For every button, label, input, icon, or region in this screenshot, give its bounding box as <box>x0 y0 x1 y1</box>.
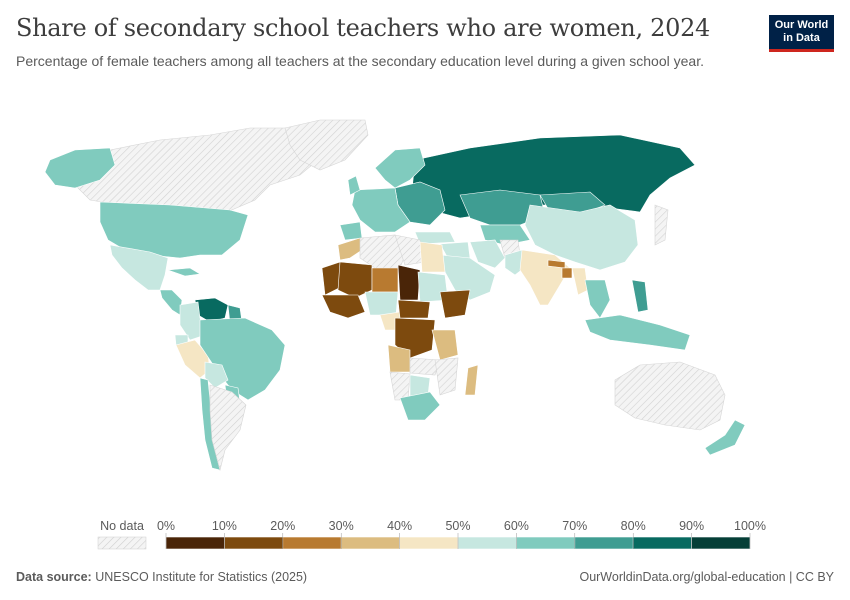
source-link[interactable]: OurWorldinData.org/global-education | CC… <box>579 570 834 584</box>
legend-bin-9 <box>691 536 751 550</box>
region-mozambique[interactable] <box>434 357 459 396</box>
region-spain[interactable] <box>339 221 363 241</box>
region-zambia[interactable] <box>409 357 441 376</box>
region-brazil[interactable] <box>199 317 286 401</box>
legend-tick-label: 40% <box>387 519 412 533</box>
region-southeast-asia[interactable] <box>584 279 611 319</box>
legend-bin-2 <box>282 536 342 550</box>
legend-tick-label: 80% <box>621 519 646 533</box>
region-china[interactable] <box>524 204 639 271</box>
logo-line-2: in Data <box>783 32 820 44</box>
data-source-text: UNESCO Institute for Statistics (2025) <box>95 570 308 584</box>
world-map <box>44 119 746 472</box>
region-niger[interactable] <box>371 267 399 293</box>
region-australia[interactable] <box>614 361 726 431</box>
legend-bin-0 <box>165 536 225 550</box>
region-namibia[interactable] <box>389 371 411 401</box>
legend-tick-label: 60% <box>504 519 529 533</box>
data-source: Data source: UNESCO Institute for Statis… <box>16 570 307 584</box>
color-legend: No data 0% 10% 20% 30% 40% 50% 60% 70% 80% 90% 100… <box>97 519 766 550</box>
region-united-states[interactable] <box>99 201 249 259</box>
legend-tick-label: 100% <box>734 519 766 533</box>
legend-bin-3 <box>340 536 400 550</box>
region-greenland[interactable] <box>284 119 369 171</box>
legend-tick-label: 90% <box>679 519 704 533</box>
region-egypt[interactable] <box>419 241 446 273</box>
region-bangladesh[interactable] <box>561 267 573 279</box>
region-argentina[interactable] <box>209 384 247 472</box>
region-scandinavia[interactable] <box>374 147 426 189</box>
region-ethiopia[interactable] <box>439 289 471 319</box>
region-central-african-republic[interactable] <box>397 299 431 319</box>
logo-line-1: Our World <box>774 19 829 31</box>
region-morocco[interactable] <box>337 237 363 261</box>
region-bolivia[interactable] <box>204 361 229 389</box>
region-madagascar[interactable] <box>464 364 479 396</box>
region-mexico[interactable] <box>109 244 169 291</box>
region-west-africa-coast[interactable] <box>321 294 366 319</box>
region-iran[interactable] <box>469 239 506 269</box>
legend-no-data-swatch <box>97 536 147 550</box>
region-new-zealand[interactable] <box>704 419 746 456</box>
chart-title: Share of secondary school teachers who a… <box>16 14 711 42</box>
region-japan[interactable] <box>654 204 669 246</box>
region-central-europe[interactable] <box>351 187 411 233</box>
region-nigeria[interactable] <box>364 291 399 316</box>
region-arabian-peninsula[interactable] <box>439 254 496 301</box>
region-cuba[interactable] <box>167 267 201 277</box>
legend-tick-label: 10% <box>212 519 237 533</box>
region-philippines[interactable] <box>631 279 649 313</box>
region-south-africa[interactable] <box>399 391 441 421</box>
chart-subtitle: Percentage of female teachers among all … <box>16 53 704 69</box>
legend-tick-label: 30% <box>329 519 354 533</box>
region-dr-congo[interactable] <box>394 317 436 359</box>
legend-bin-8 <box>632 536 692 550</box>
legend-bin-5 <box>457 536 517 550</box>
legend-no-data-label: No data <box>100 519 144 533</box>
region-central-america[interactable] <box>159 289 183 316</box>
region-tanzania[interactable] <box>431 329 459 361</box>
legend-tick-label: 50% <box>445 519 470 533</box>
region-angola[interactable] <box>387 344 411 373</box>
legend-bin-1 <box>224 536 284 550</box>
region-indonesia[interactable] <box>584 314 691 351</box>
legend-bin-6 <box>516 536 576 550</box>
legend-bin-4 <box>399 536 459 550</box>
region-chad[interactable] <box>397 264 421 301</box>
legend-bin-7 <box>574 536 634 550</box>
owid-logo[interactable]: Our World in Data <box>769 15 834 52</box>
region-mali[interactable] <box>337 261 373 299</box>
region-united-kingdom[interactable] <box>347 175 361 196</box>
legend-tick-label: 70% <box>562 519 587 533</box>
legend-tick-label: 20% <box>270 519 295 533</box>
data-source-label: Data source: <box>16 570 92 584</box>
legend-tick-label: 0% <box>157 519 175 533</box>
region-alaska[interactable] <box>44 147 116 189</box>
